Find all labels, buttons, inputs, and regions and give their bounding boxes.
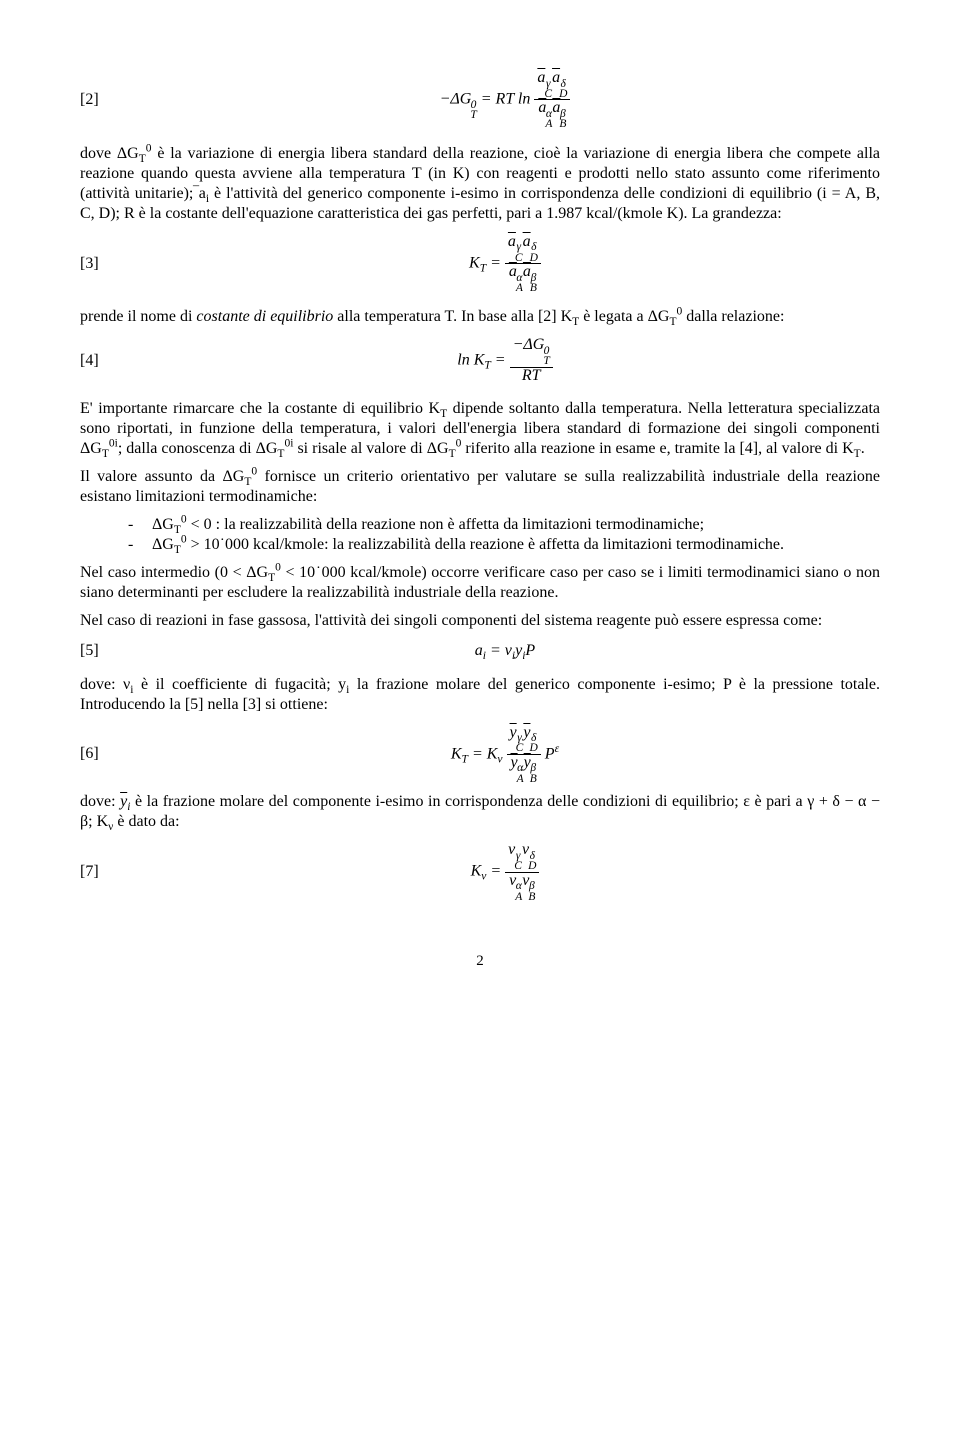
eq-tag: [3] — [80, 254, 130, 274]
equation-2: [2] −ΔG0T = RT ln aγCaδD aαAaβB — [80, 70, 880, 130]
para-after-eq3: prende il nome di costante di equilibrio… — [80, 307, 880, 327]
page-number: 2 — [80, 952, 880, 971]
equation-5: [5] ai = νiyiP — [80, 641, 880, 661]
eq-formula: KT = Kν yγCyδD yαAyβB Pε — [130, 725, 880, 785]
para-criterio: Il valore assunto da ΔGT0 fornisce un cr… — [80, 467, 880, 507]
eq-formula: KT = aγCaδD aαAaβB — [130, 234, 880, 294]
eq-tag: [6] — [80, 744, 130, 764]
para-after-eq6: dove: yi è la frazione molare del compon… — [80, 792, 880, 832]
para-after-eq5: dove: νi è il coefficiente di fugacità; … — [80, 675, 880, 715]
eq-formula: ln KT = −ΔG0T RT — [130, 337, 880, 384]
equation-6: [6] KT = Kν yγCyδD yαAyβB Pε — [80, 725, 880, 785]
eq-tag: [7] — [80, 862, 130, 882]
para-intermedio: Nel caso intermedio (0 < ΔGT0 < 10˙000 k… — [80, 563, 880, 603]
eq-tag: [2] — [80, 90, 130, 110]
eq-formula: Kν = νγCνδD ναAνβB — [130, 842, 880, 902]
limit-list: - ΔGT0 < 0 : la realizzabilità della rea… — [80, 515, 880, 555]
para-after-eq4: E' importante rimarcare che la costante … — [80, 399, 880, 459]
para-gasphase: Nel caso di reazioni in fase gassosa, l'… — [80, 611, 880, 631]
para-after-eq2: dove ΔGT0 è la variazione di energia lib… — [80, 144, 880, 224]
list-item: - ΔGT0 < 0 : la realizzabilità della rea… — [128, 515, 880, 535]
list-item: - ΔGT0 > 10˙000 kcal/kmole: la realizzab… — [128, 535, 880, 555]
eq-tag: [4] — [80, 351, 130, 371]
eq-formula: −ΔG0T = RT ln aγCaδD aαAaβB — [130, 70, 880, 130]
eq-tag: [5] — [80, 641, 130, 661]
eq-formula: ai = νiyiP — [130, 641, 880, 661]
equation-3: [3] KT = aγCaδD aαAaβB — [80, 234, 880, 294]
equation-4: [4] ln KT = −ΔG0T RT — [80, 337, 880, 384]
equation-7: [7] Kν = νγCνδD ναAνβB — [80, 842, 880, 902]
